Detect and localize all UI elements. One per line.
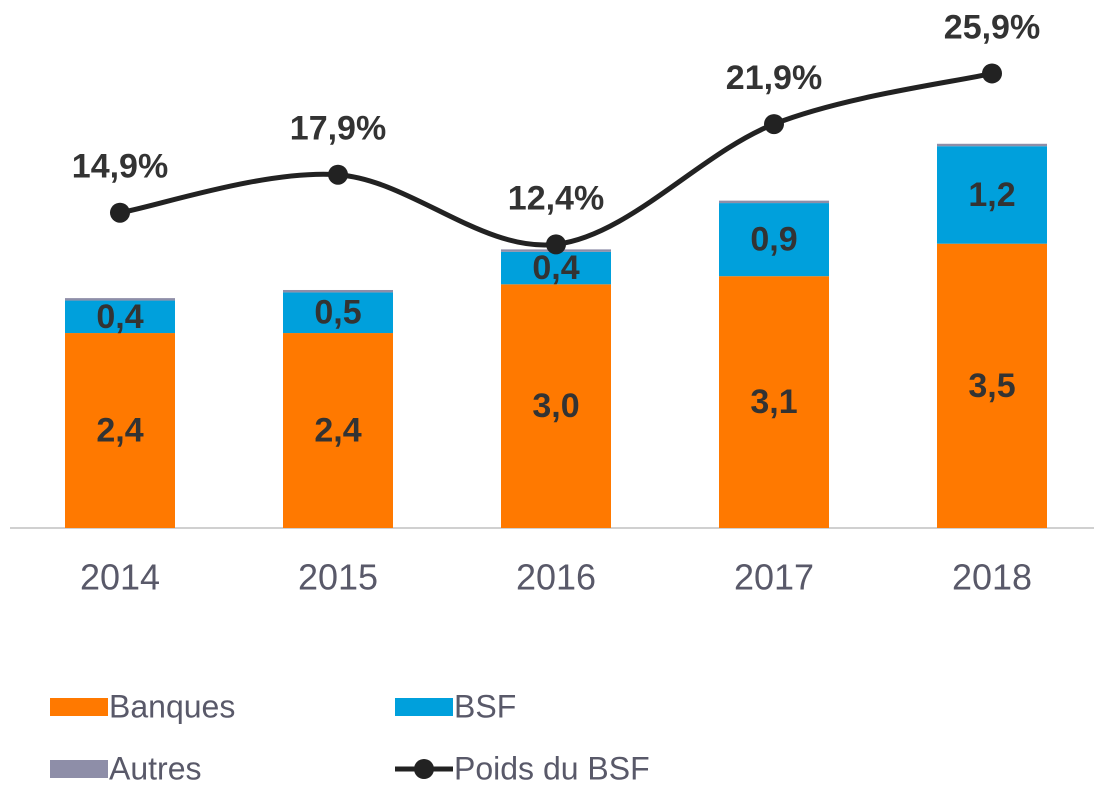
data-label: 0,4 [532,249,579,287]
bar-segment [719,203,829,277]
data-label: 0,5 [314,294,361,332]
bar-segment [283,292,393,334]
line-marker [982,63,1002,84]
legend-label: BSF [454,688,516,724]
x-tick-label: 2015 [298,557,378,598]
bar-segment [937,243,1047,528]
bar-segment [719,200,829,204]
x-tick-label: 2016 [516,557,596,598]
data-label: 14,9% [72,148,168,186]
x-tick-label: 2018 [952,557,1032,598]
data-label: 1,2 [968,176,1015,214]
data-label: 3,1 [750,383,797,421]
line [119,71,993,248]
legend-label: Poids du BSF [454,750,650,785]
data-label: 0,4 [96,298,143,336]
legend-label: Autres [109,750,201,785]
bar-segment [501,251,611,285]
line-marker [546,234,566,255]
data-label: 0,9 [750,221,797,259]
x-tick-label: 2014 [80,557,160,598]
bar-segment [937,146,1047,244]
bar-segment [283,289,393,293]
bar-segment [937,143,1047,147]
line-marker [764,114,784,135]
data-label: 3,0 [532,387,579,425]
data-label: 2,4 [314,412,361,450]
bar-segment [719,276,829,528]
bar-segment [283,333,393,528]
data-label: 21,9% [726,59,822,97]
data-label: 17,9% [290,110,386,148]
legend-swatch [395,698,453,716]
legend-swatch [50,698,108,716]
legend-marker [414,759,434,779]
data-label: 12,4% [508,179,604,217]
line-marker [328,164,348,185]
bar-segment [501,284,611,528]
data-label: 25,9% [944,8,1040,46]
bar-segment [65,298,175,301]
legend-swatch [50,760,108,778]
line-marker [110,202,130,223]
data-label: 3,5 [968,367,1015,405]
bar-segment [65,300,175,334]
legend-label: Banques [109,688,235,724]
data-label: 2,4 [96,412,143,450]
bar-segment [65,333,175,528]
x-tick-label: 2017 [734,557,814,598]
